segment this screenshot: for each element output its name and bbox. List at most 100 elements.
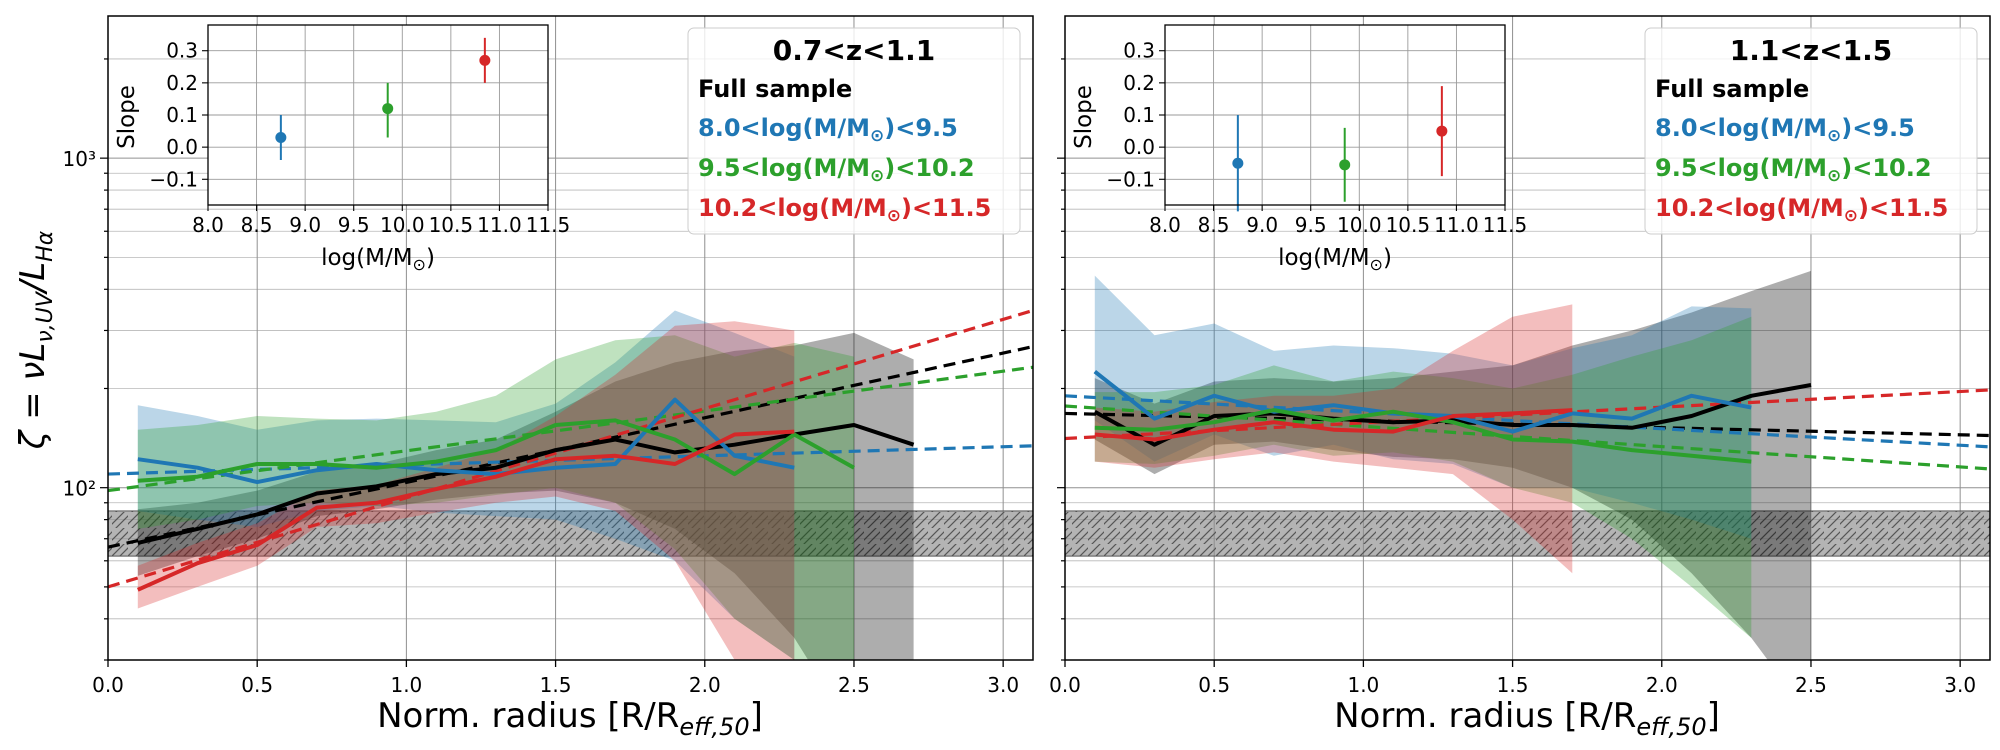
legend-low-mass-tail: )<9.5 [1841, 114, 1915, 142]
band-low [1094, 275, 1752, 539]
legend-low-mass: 8.0<log(M/M⊙)<9.5 [698, 114, 958, 146]
y-tick-label: 10³ [63, 147, 96, 171]
band-high [1094, 304, 1573, 574]
legend-low-mass-sun: ⊙ [870, 126, 884, 146]
panel-right-inset: 8.0 8.5 9.0 9.5 10.0 10.5 11.0 11.5 −0.1 0.0 0.1 0.… [1071, 24, 1527, 274]
x-tick-label: 1.0 [1347, 673, 1379, 697]
panel-left-legend-title: 0.7<z<1.1 [773, 34, 935, 67]
inset-x-tick-label: 8.0 [192, 213, 224, 237]
x-tick-label: 0.5 [1198, 673, 1230, 697]
x-tick-label: 0.5 [241, 673, 273, 697]
inset-x-tick-label: 11.0 [1434, 213, 1479, 237]
panel-left-ylabel: ζ = νLν,UV/LHα [13, 230, 58, 450]
series-line-mid [137, 418, 855, 483]
legend-mid-mass-sun: ⊙ [1827, 166, 1841, 186]
panel-right-inset-ylabel: Slope [1071, 85, 1097, 149]
x-tick-label: 1.0 [390, 673, 422, 697]
hatch-band-pattern [108, 510, 1033, 557]
series-line-low [1093, 370, 1752, 434]
legend-high-mass: 10.2<log(M/M⊙)<11.5 [698, 194, 991, 226]
inset-x-tick-label: 8.5 [241, 213, 273, 237]
panel-right-legend: 1.1<z<1.5 Full sample 8.0<log(M/M⊙)<9.5 … [1644, 27, 1978, 235]
panel-left-inset: 8.0 8.5 9.0 9.5 10.0 10.5 11.0 11.5 −0.1 0.0 0.1 0.… [114, 24, 571, 274]
inset-y-tick-label: 0.3 [1123, 39, 1155, 63]
inset-y-tick-label: 0.3 [166, 39, 198, 63]
inset-x-tick-label: 10.5 [429, 213, 474, 237]
panel-left-legend: 0.7<z<1.1 Full sample 8.0<log(M/M⊙)<9.5 … [687, 27, 1021, 235]
legend-mid-mass-head: 9.5<log(M/M [1655, 154, 1827, 182]
x-tick-label: 2.5 [1795, 673, 1827, 697]
legend-mid-mass: 9.5<log(M/M⊙)<10.2 [1655, 154, 1932, 186]
panel-left-inset-xlabel-tail: ) [426, 245, 435, 271]
x-tick-label: 2.0 [1646, 673, 1678, 697]
panel-left-ylabel-head: ζ = νL [13, 343, 53, 451]
inset-x-tick-label: 11.5 [1483, 213, 1528, 237]
series-line-full [137, 423, 915, 545]
legend-low-mass-head: 8.0<log(M/M [698, 114, 870, 142]
inset-y-tick-label: −0.1 [1106, 167, 1155, 191]
panel-right-inset-xlabel-sun: ⊙ [1370, 255, 1383, 274]
x-tick-label: 1.5 [1497, 673, 1529, 697]
series-line-low [137, 397, 795, 485]
legend-mid-mass-tail: )<10.2 [884, 154, 974, 182]
legend-low-mass-head: 8.0<log(M/M [1655, 114, 1827, 142]
panel-left-axes: 0.0 0.5 1.0 1.5 2.0 2.5 3.0 10² 10³ [63, 58, 1019, 697]
panel-left-ylabel-sub2: Hα [33, 230, 58, 262]
panel-left-plot-area [108, 16, 1033, 660]
plot-clip-group [108, 16, 1033, 660]
panel-left-xlabel-head: Norm. radius [R/R [377, 696, 679, 736]
legend-low-mass-tail: )<9.5 [884, 114, 958, 142]
inset-x-tick-label: 8.0 [1149, 213, 1181, 237]
panel-left-inset-ylabel: Slope [114, 85, 140, 149]
panel-right-inset-content: 8.0 8.5 9.0 9.5 10.0 10.5 11.0 11.5 −0.1 0.0 0.1 0.… [1106, 25, 1527, 237]
inset-y-tick-label: 0.2 [1123, 71, 1155, 95]
legend-high-mass-head: 10.2<log(M/M [698, 194, 887, 222]
panel-right-xlabel-head: Norm. radius [R/R [1334, 696, 1636, 736]
panel-right-axes: 0.0 0.5 1.0 1.5 2.0 2.5 3.0 [1049, 58, 1976, 697]
legend-mid-mass-sun: ⊙ [870, 166, 884, 186]
inset-point-high [479, 54, 491, 66]
inset-y-tick-label: 0.1 [1123, 103, 1155, 127]
inset-point-mid [1339, 159, 1351, 171]
x-tick-label: 0.0 [1049, 673, 1081, 697]
band-low [137, 310, 795, 660]
panel-left-legend-box [687, 27, 1021, 235]
panel-right-inset-frame [1164, 24, 1506, 206]
panel-right-legend-box [1644, 27, 1978, 235]
plot-clip-group [1065, 16, 1990, 660]
inset-x-tick-label: 11.5 [526, 213, 571, 237]
fit-line-mid [108, 365, 1033, 493]
panel-right-inset-xlabel-tail: ) [1383, 245, 1392, 271]
inset-point-low [1232, 157, 1244, 169]
x-tick-label: 2.5 [838, 673, 870, 697]
legend-high-mass-tail: )<11.5 [901, 194, 991, 222]
legend-full-sample: Full sample [698, 75, 852, 103]
panel-right-plot-area [1065, 16, 1990, 660]
panel-left-frame [107, 15, 1034, 661]
panel-left-inset-xlabel-head: log(M/M [321, 245, 412, 271]
panel-left-inset-frame [207, 24, 549, 206]
inset-x-tick-label: 9.5 [338, 213, 370, 237]
x-tick-label: 3.0 [1944, 673, 1976, 697]
legend-high-mass-sun: ⊙ [1844, 206, 1858, 226]
x-tick-label: 3.0 [987, 673, 1019, 697]
inset-x-tick-label: 10.0 [380, 213, 425, 237]
inset-y-tick-label: −0.1 [149, 167, 198, 191]
inset-x-tick-label: 9.0 [289, 213, 321, 237]
series-line-high [1094, 408, 1573, 442]
hatch-band-pattern [1065, 510, 1990, 557]
legend-high-mass-tail: )<11.5 [1858, 194, 1948, 222]
legend-mid-mass-tail: )<10.2 [1841, 154, 1931, 182]
panel-right: 0.0 0.5 1.0 1.5 2.0 2.5 3.0 1.1<z<1.5 Full sam… [1049, 15, 1991, 741]
band-high [137, 321, 795, 660]
band-full [1094, 270, 1811, 660]
inset-y-tick-label: 0.1 [166, 103, 198, 127]
panel-right-xlabel: Norm. radius [R/Reff,50] [1334, 696, 1720, 741]
legend-full-sample: Full sample [1655, 75, 1809, 103]
legend-low-mass: 8.0<log(M/M⊙)<9.5 [1655, 114, 1915, 146]
inset-point-mid [382, 103, 394, 115]
panel-left-xlabel: Norm. radius [R/Reff,50] [377, 696, 763, 741]
panel-right-frame [1064, 15, 1991, 661]
band-full [137, 332, 914, 660]
